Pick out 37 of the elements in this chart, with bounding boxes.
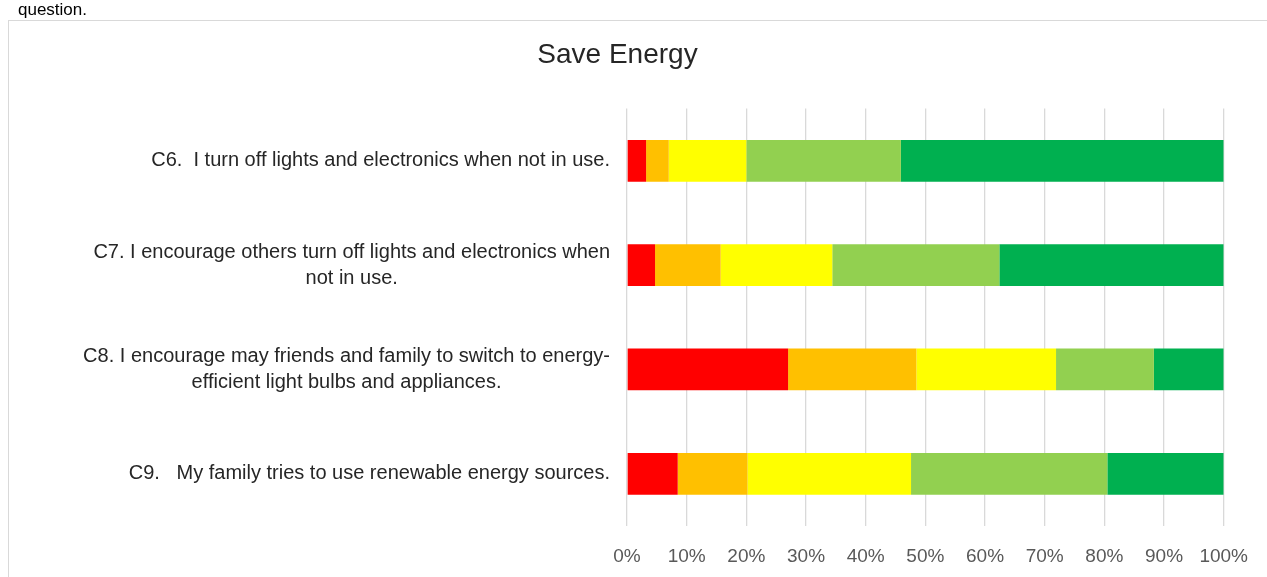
y-tick-label: C6. I turn off lights and electronics when not in use. bbox=[151, 148, 610, 171]
bar bbox=[1107, 452, 1224, 495]
bar bbox=[668, 139, 747, 182]
x-tick-label: 100% bbox=[1199, 544, 1249, 566]
bar bbox=[655, 244, 721, 286]
x-tick-label: 20% bbox=[727, 544, 766, 566]
text: question. bbox=[18, 0, 87, 20]
bar bbox=[746, 139, 901, 182]
x-tick-label: 10% bbox=[667, 544, 706, 566]
x-tick-label: 30% bbox=[787, 544, 826, 566]
x-tick-label: 70% bbox=[1025, 544, 1064, 566]
bar bbox=[1153, 348, 1224, 391]
bar bbox=[1056, 348, 1154, 391]
bar bbox=[788, 348, 917, 391]
bar bbox=[627, 348, 789, 391]
x-tick-label: 60% bbox=[966, 544, 1005, 566]
bar bbox=[999, 244, 1224, 286]
x-tick-label: 50% bbox=[906, 544, 945, 566]
x-tick-label: 80% bbox=[1085, 544, 1124, 566]
bar bbox=[832, 244, 1000, 286]
bar bbox=[747, 452, 912, 495]
bar bbox=[916, 348, 1057, 391]
y-tick-label: C9. My family tries to use renewable energy sources. bbox=[128, 461, 610, 484]
bar bbox=[627, 452, 678, 495]
bar bbox=[646, 139, 669, 182]
x-tick-label: 90% bbox=[1145, 544, 1184, 566]
bar bbox=[911, 452, 1108, 495]
x-tick-label: 40% bbox=[846, 544, 885, 566]
bar bbox=[677, 452, 748, 495]
x-tick-label: 0% bbox=[613, 544, 641, 566]
bar bbox=[720, 244, 833, 286]
chart-title: Save Energy bbox=[537, 37, 698, 69]
bar bbox=[627, 244, 656, 286]
y-tick-label: C8. I encourage may friends and family to switch to energy-efficient light bulbs and appliances. bbox=[83, 343, 610, 392]
bar bbox=[627, 139, 647, 182]
y-tick-label: C7. I encourage others turn off lights and electronics when not in use. bbox=[93, 239, 610, 288]
bar bbox=[900, 139, 1224, 182]
